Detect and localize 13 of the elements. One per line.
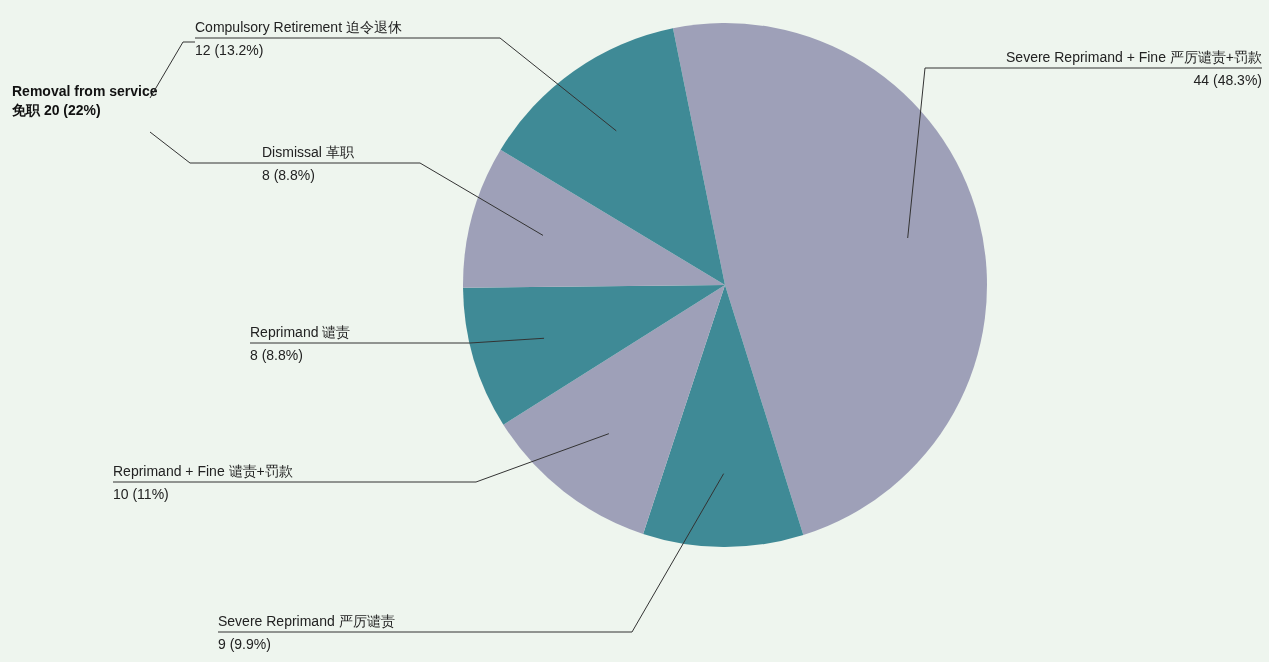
slice-label: Reprimand 谴责	[250, 324, 351, 340]
slice-label: Severe Reprimand + Fine 严厉谴责+罚款	[1006, 49, 1262, 65]
text: Removal from service 免职 20 (22%)	[11, 83, 158, 118]
slice-label: Severe Reprimand 严厉谴责	[218, 613, 395, 629]
slice-label: Dismissal 革职	[262, 144, 354, 160]
data-label: 12 (13.2%)	[195, 42, 264, 58]
data-label: 8 (8.8%)	[262, 167, 315, 183]
data-label: 44 (48.3%)	[1193, 72, 1262, 88]
data-label: 10 (11%)	[113, 486, 169, 502]
data-label: 8 (8.8%)	[250, 347, 303, 363]
slice-label: Reprimand + Fine 谴责+罚款	[113, 463, 293, 479]
data-label: 9 (9.9%)	[218, 636, 271, 652]
slice-label: Compulsory Retirement 迫令退休	[195, 19, 402, 35]
